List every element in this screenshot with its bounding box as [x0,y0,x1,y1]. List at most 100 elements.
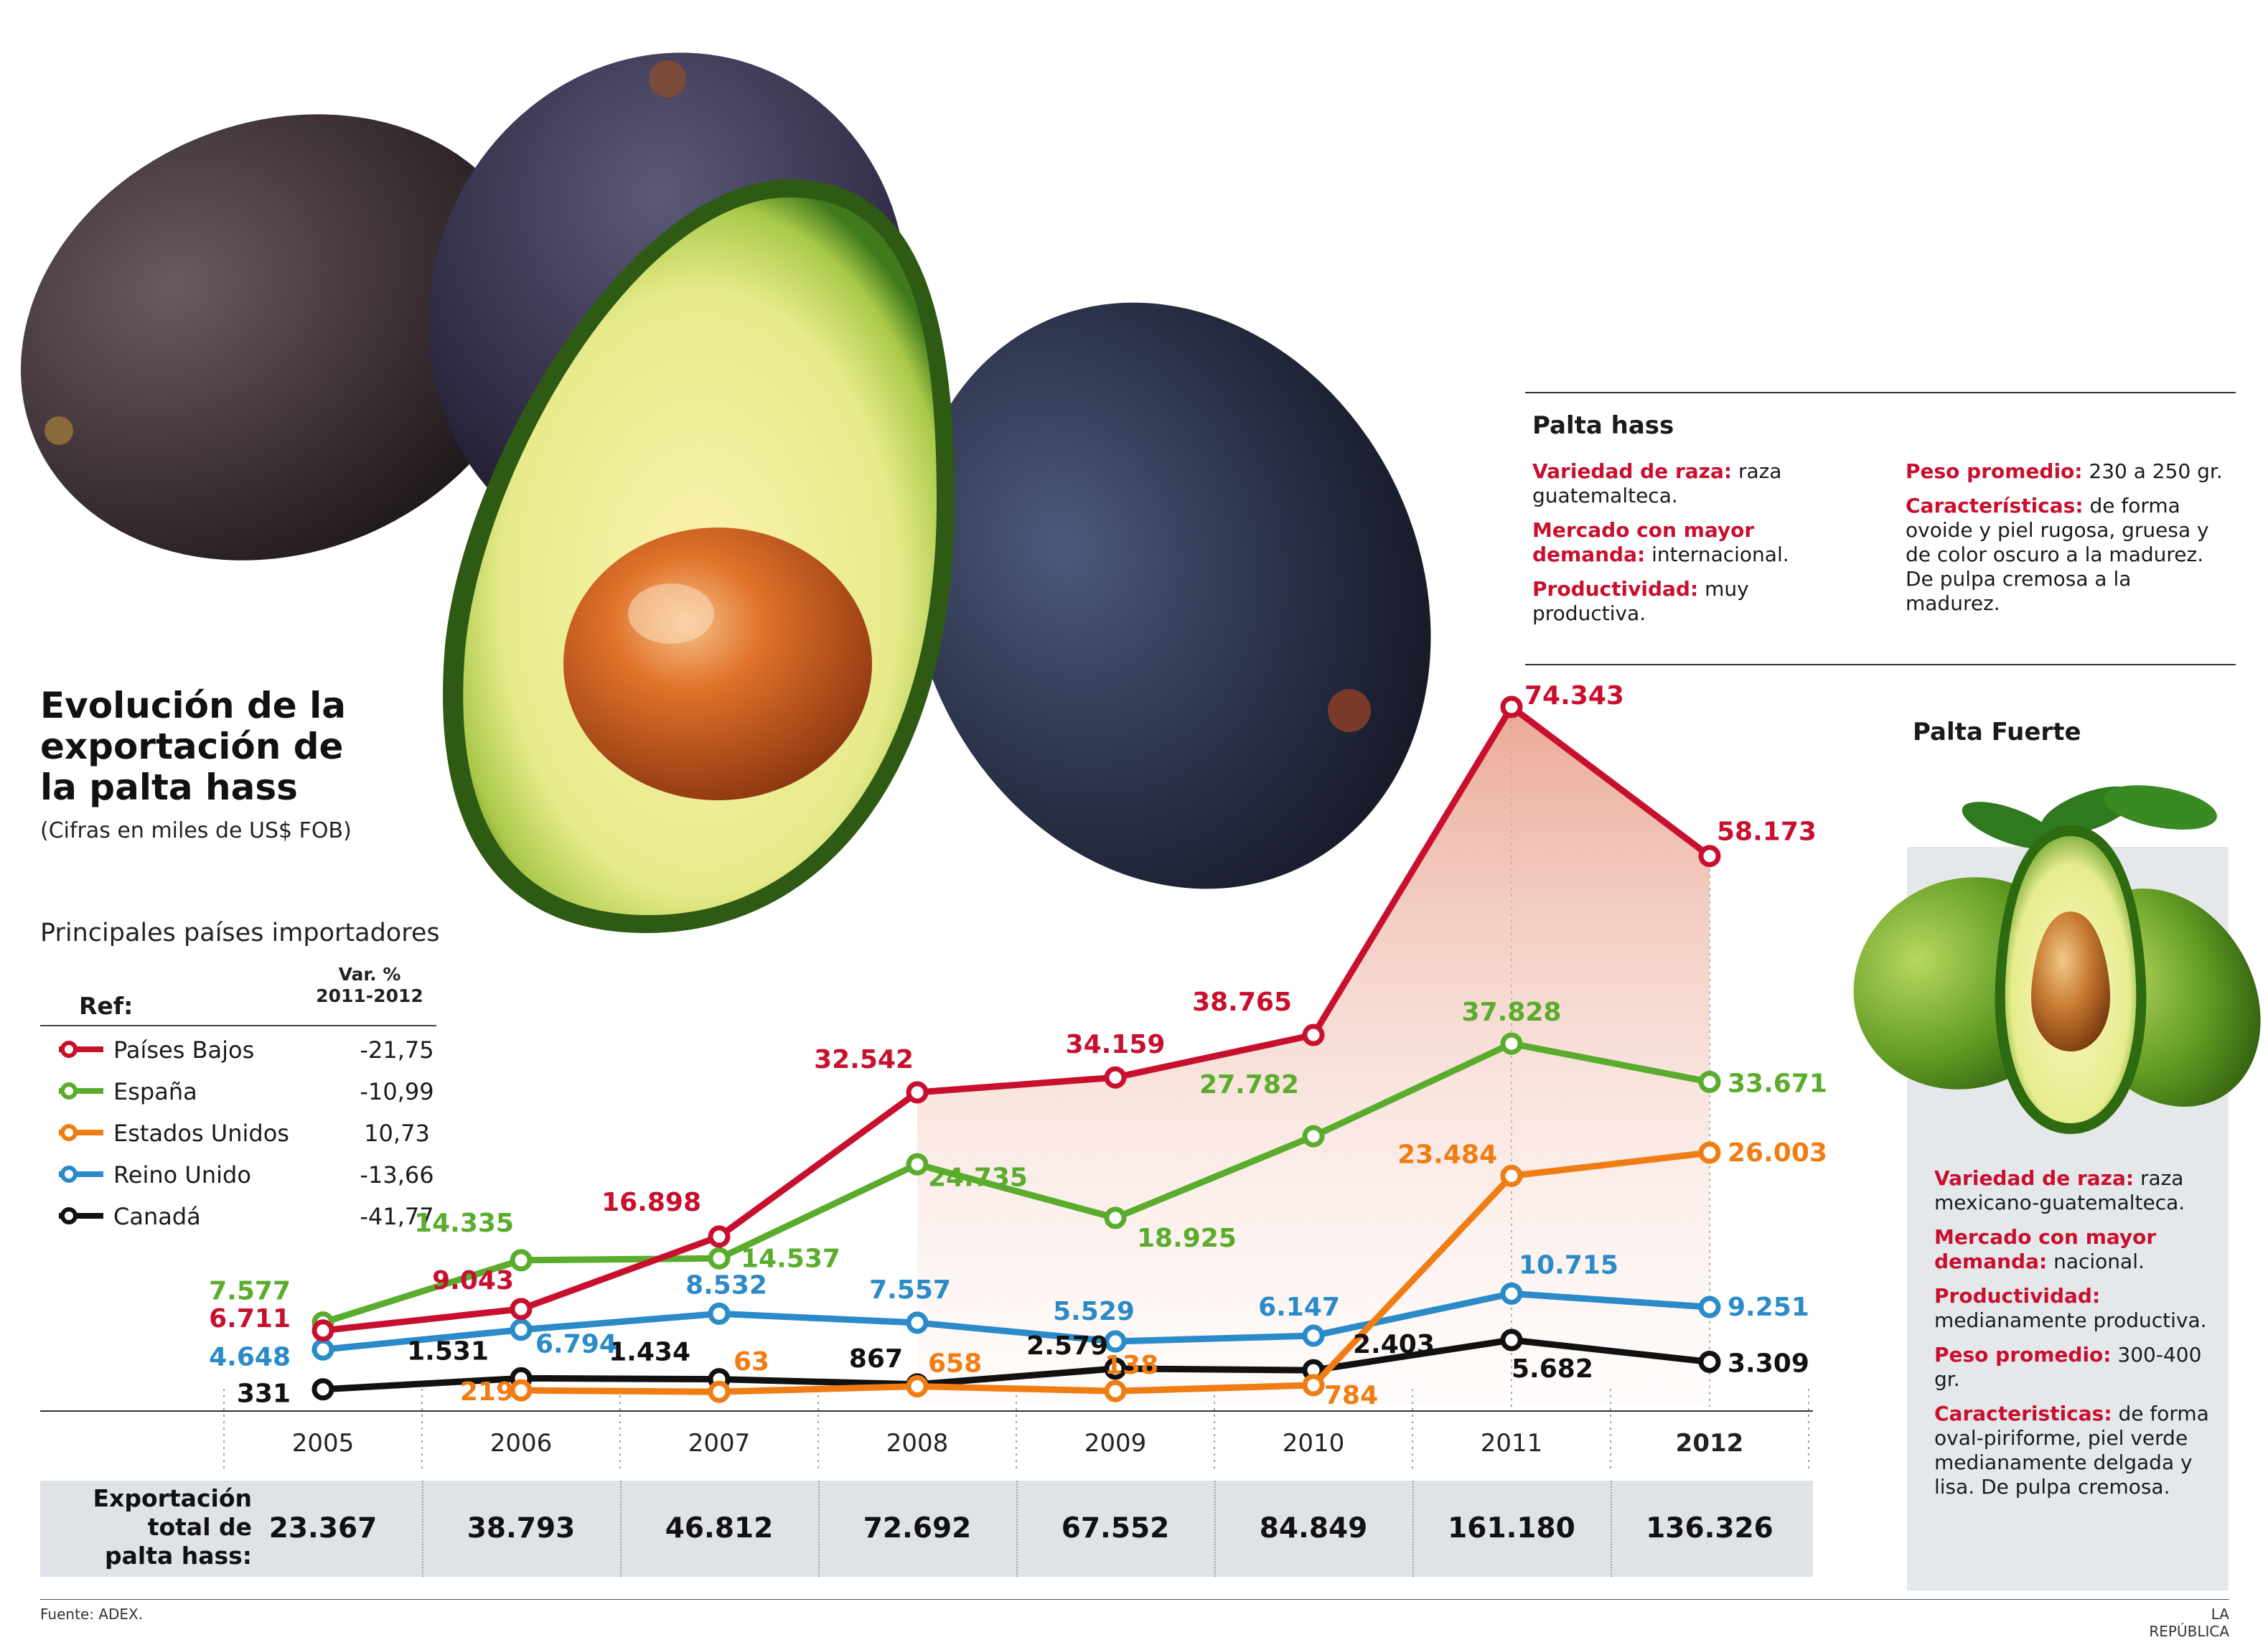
legend-label: Reino Unido [113,1161,251,1189]
hass-avocado-whole-right [909,302,1431,889]
data-label-reino-unido: 4.648 [209,1342,291,1372]
data-label-reino-unido: 5.529 [1053,1297,1135,1326]
legend-swatch [59,1166,103,1183]
data-label-reino-unido: 6.147 [1258,1293,1340,1322]
hass-top-rule [1525,392,2236,393]
data-label-espana: 37.828 [1462,998,1562,1027]
legend-item: Países Bajos -21,75 [56,1032,458,1068]
data-label-estados-unidos: 219 [460,1377,514,1407]
legend-item: España -10,99 [56,1074,458,1110]
data-point-espana [510,1249,533,1272]
legend-var-value: 10,73 [364,1120,430,1147]
fuerte-item: Mercado con mayor demanda: nacional. [1934,1225,2157,1273]
data-point-paises-bajos [1302,1023,1325,1046]
chart-title: Evolución de la exportación de la palta … [40,685,346,808]
data-label-paises-bajos: 38.765 [1192,988,1292,1017]
totals-separator [422,1481,423,1577]
data-label-paises-bajos: 34.159 [1066,1030,1166,1059]
data-point-espana [906,1153,929,1176]
legend-var-value: -13,66 [360,1161,434,1189]
data-label-estados-unidos: 26.003 [1728,1138,1827,1168]
legend-label: Países Bajos [113,1036,255,1064]
data-label-canada: 331 [237,1379,291,1409]
legend-divider [40,1025,436,1026]
data-label-canada: 2.579 [1026,1331,1108,1361]
data-point-reino-unido [1500,1282,1523,1305]
fuerte-item: Variedad de raza: raza mexicano-guatemal… [1934,1166,2185,1214]
legend-label: España [113,1078,197,1105]
total-value: 84.849 [1259,1512,1368,1545]
legend-item: Reino Unido -13,66 [56,1157,458,1193]
publisher-credit: LA REPÚBLICA [2149,1606,2229,1640]
data-point-estados-unidos [1698,1141,1721,1164]
totals-label: Exportación total de palta hass: [93,1484,252,1570]
data-label-espana: 18.925 [1137,1224,1237,1253]
hass-info-right: Peso promedio: 230 a 250 gr. Característ… [1906,459,2225,626]
data-label-canada: 867 [849,1344,903,1374]
data-point-canada [1500,1329,1523,1351]
totals-separator [1214,1481,1216,1577]
data-label-paises-bajos: 9.043 [432,1266,514,1295]
data-point-estados-unidos [1302,1374,1325,1397]
data-point-canada [1698,1350,1721,1373]
data-label-canada: 3.309 [1728,1349,1809,1378]
data-label-reino-unido: 9.251 [1728,1293,1809,1322]
legend-var-value: -41,77 [360,1203,434,1230]
fuerte-item: Peso promedio: 300-400 gr. [1934,1343,2202,1391]
series-line-espana [322,1040,1710,1326]
totals-separator [1016,1481,1018,1577]
legend-swatch [59,1082,103,1100]
total-value: 46.812 [665,1512,774,1545]
data-label-espana: 14.537 [741,1244,840,1273]
totals-separator [1611,1481,1612,1577]
chart-subtitle: (Cifras en miles de US$ FOB) [40,818,352,843]
data-label-canada: 5.682 [1512,1354,1593,1384]
data-point-paises-bajos [510,1298,533,1321]
hass-info-left: Variedad de raza: raza guatemalteca. Mer… [1532,459,1812,636]
data-point-espana [1104,1206,1127,1229]
x-tick-label: 2011 [1481,1429,1543,1458]
data-point-paises-bajos [1104,1066,1127,1089]
data-label-espana: 27.782 [1199,1070,1299,1100]
legend-item: Canadá -41,77 [56,1199,458,1234]
hass-title: Palta hass [1532,411,1674,440]
x-tick-label: 2010 [1283,1429,1345,1458]
data-point-estados-unidos [906,1375,929,1398]
data-label-estados-unidos: 23.484 [1397,1140,1497,1169]
x-tick-label: 2012 [1676,1429,1744,1458]
series-line-paises-bajos [322,703,1712,1334]
hass-avocado-whole-left [21,114,539,561]
legend-title: Principales países importadores [40,919,440,947]
data-label-paises-bajos: 74.343 [1524,681,1624,711]
total-value: 38.793 [467,1512,576,1545]
data-label-estados-unidos: 63 [734,1347,769,1377]
x-tick-label: 2009 [1084,1429,1147,1458]
data-point-estados-unidos [510,1379,533,1402]
data-label-estados-unidos: 138 [1105,1351,1158,1380]
totals-separator [1412,1481,1414,1577]
data-point-reino-unido [311,1338,334,1361]
source-note: Fuente: ADEX. [40,1606,144,1623]
data-point-reino-unido [906,1311,929,1334]
data-point-espana [1500,1032,1523,1055]
data-label-espana: 33.671 [1728,1069,1827,1098]
data-point-reino-unido [1104,1330,1127,1353]
legend-swatch [59,1124,103,1141]
legend-swatch [59,1207,103,1224]
data-point-canada [311,1378,334,1401]
data-point-reino-unido [708,1302,731,1325]
legend-ref-label: Ref: [79,992,133,1020]
data-label-canada: 2.403 [1353,1330,1435,1359]
hass-bottom-rule [1525,664,2236,665]
legend-var-value: -10,99 [360,1078,434,1105]
data-point-paises-bajos [311,1319,334,1342]
total-value: 67.552 [1061,1512,1170,1545]
total-value: 72.692 [863,1512,972,1545]
legend-var-value: -21,75 [360,1036,434,1064]
legend-label: Canadá [113,1203,201,1230]
footer-rule [40,1599,2229,1600]
hass-item: Variedad de raza: raza guatemalteca. [1532,459,1782,507]
data-point-reino-unido [1302,1324,1325,1347]
hass-item: Mercado con mayor demanda: internacional… [1532,518,1789,566]
x-tick-label: 2007 [688,1429,751,1458]
